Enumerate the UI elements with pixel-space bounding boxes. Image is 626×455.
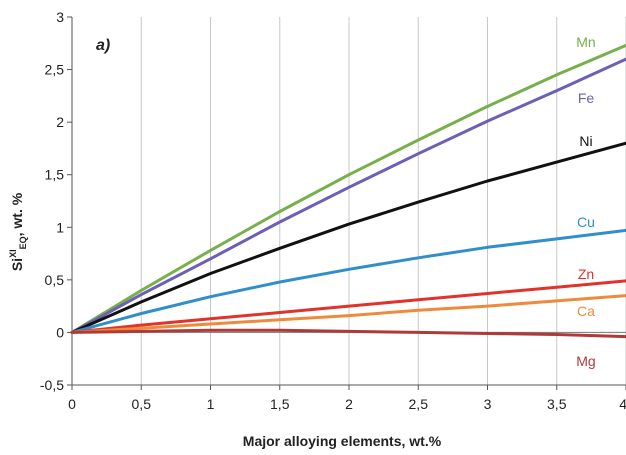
series-label-fe: Fe (578, 90, 595, 106)
series-line-mn (70, 43, 626, 334)
series-line-zn (70, 279, 626, 334)
series-line-fe (70, 57, 626, 334)
series-label-cu: Cu (577, 214, 595, 230)
series-line-cu (70, 228, 626, 334)
x-tick-label-7: 3,5 (547, 396, 567, 412)
y-axis-title-suffix: , wt. % (9, 192, 25, 236)
series-label-ca: Ca (577, 303, 595, 319)
series-line-ca (70, 294, 626, 334)
series-line-ni (70, 141, 626, 334)
y-axis-title: SiXIEQ, wt. % (8, 192, 28, 271)
x-axis-title: Major alloying elements, wt.% (243, 433, 442, 449)
x-tick-label-2: 1 (207, 396, 215, 412)
series-label-ni: Ni (579, 133, 592, 149)
y-tick-label-2: 0,5 (45, 272, 65, 288)
y-tick-label-7: 3 (56, 9, 64, 25)
x-tick-label-0: 0 (68, 396, 76, 412)
series-line-mg (70, 328, 626, 339)
y-tick-label-0: -0,5 (40, 377, 64, 393)
series-group (70, 43, 626, 339)
panel-label: a) (96, 37, 110, 54)
y-axis-title-base: Si (9, 258, 25, 271)
series-label-mg: Mg (576, 353, 595, 369)
y-tick-label-3: 1 (56, 219, 64, 235)
series-label-zn: Zn (578, 266, 594, 282)
y-axis-ticks: -0,5 0 0,5 1 1,5 2 2,5 3 (40, 9, 72, 393)
x-tick-label-8: 4 (619, 396, 626, 412)
series-label-mn: Mn (576, 34, 595, 50)
x-tick-label-5: 2,5 (409, 396, 429, 412)
y-tick-label-6: 2,5 (45, 62, 65, 78)
x-tick-label-3: 1,5 (270, 396, 290, 412)
x-tick-label-6: 3 (484, 396, 492, 412)
y-axis-title-sub: EQ (18, 236, 28, 249)
x-tick-label-4: 2 (345, 396, 353, 412)
y-tick-label-5: 2 (56, 114, 64, 130)
series-labels: Mn Fe Ni Cu Zn Ca Mg (576, 34, 595, 369)
x-tick-label-1: 0,5 (132, 396, 152, 412)
grid (140, 17, 626, 385)
y-tick-label-1: 0 (56, 324, 64, 340)
y-tick-label-4: 1,5 (45, 167, 65, 183)
x-axis-ticks: 0 0,5 1 1,5 2 2,5 3 3,5 4 (68, 385, 626, 412)
y-axis-title-sup: XI (8, 249, 18, 258)
